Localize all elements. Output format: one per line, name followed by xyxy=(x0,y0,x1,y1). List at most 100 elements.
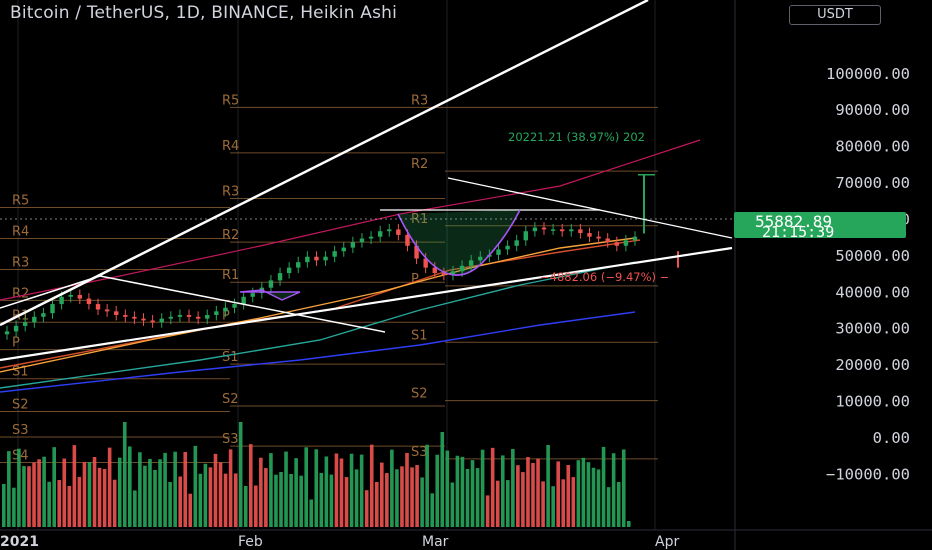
volume-bar xyxy=(128,446,132,527)
volume-bar xyxy=(339,458,344,527)
volume-bar xyxy=(112,479,117,527)
candle-body xyxy=(359,238,365,243)
candle-body xyxy=(432,267,437,274)
candle-body xyxy=(41,313,46,317)
axis-ticks: 100000.0090000.0080000.0070000.0060000.0… xyxy=(0,65,910,550)
cup-pattern xyxy=(397,209,521,276)
volume-bar xyxy=(364,490,369,527)
volume-bar xyxy=(47,481,51,527)
pivot-label: P xyxy=(222,308,230,323)
moving-average-line xyxy=(0,237,636,373)
channel-line xyxy=(0,139,701,301)
pivot-label: S1 xyxy=(411,328,428,343)
volume-bar xyxy=(415,465,419,527)
candle-body xyxy=(450,271,456,275)
trend-line xyxy=(447,177,733,239)
volume-bar xyxy=(309,499,314,527)
candle-body xyxy=(523,231,528,241)
currency-button[interactable]: USDT xyxy=(789,5,881,25)
volume-bar xyxy=(67,485,72,527)
y-tick-label: 20000.00 xyxy=(835,356,910,374)
volume-bar xyxy=(62,458,67,527)
candle-body xyxy=(514,240,519,246)
candle-body xyxy=(505,245,510,250)
volume-bar xyxy=(218,462,223,527)
candle-body xyxy=(332,251,337,257)
volume-bar xyxy=(395,469,399,527)
candle-body xyxy=(68,294,73,297)
volume-bar xyxy=(430,493,434,527)
trend-lines xyxy=(0,0,735,362)
candle-body xyxy=(150,320,155,323)
volume-bar xyxy=(314,449,319,527)
candle-body xyxy=(195,316,201,319)
candle-body xyxy=(559,229,565,232)
volume-bar xyxy=(259,457,263,527)
candle-body xyxy=(4,331,10,335)
volume-bar xyxy=(465,468,470,527)
candle-body xyxy=(377,231,383,237)
candle-body xyxy=(314,256,319,261)
candle-body xyxy=(114,311,119,315)
volume-bar xyxy=(344,477,349,527)
volume-bar xyxy=(490,447,495,527)
volume-bar xyxy=(228,449,233,527)
y-tick-label: 50000.00 xyxy=(835,247,910,265)
volume-bar xyxy=(143,465,147,527)
candle-body xyxy=(104,309,110,312)
candle-body xyxy=(387,229,392,232)
volume-bar xyxy=(158,459,162,527)
volume-bar xyxy=(495,480,500,527)
volume-bar xyxy=(626,521,631,527)
volume-bar xyxy=(188,493,193,527)
volume-bar xyxy=(440,432,445,527)
volume-bar xyxy=(22,466,26,527)
pivot-label: R3 xyxy=(12,255,29,270)
candle-body xyxy=(532,227,538,232)
y-tick-label: 100000.00 xyxy=(826,65,910,83)
candle-body xyxy=(541,227,547,230)
candle-body xyxy=(396,229,401,235)
candle-body xyxy=(277,273,283,281)
candle-body xyxy=(323,256,328,261)
volume-bar xyxy=(425,444,429,527)
volume-bar xyxy=(122,422,127,527)
candle-body xyxy=(550,229,556,231)
candle-body xyxy=(13,325,19,332)
candle-body xyxy=(596,236,601,239)
volume-bar xyxy=(153,469,157,527)
volume-bar xyxy=(591,467,596,527)
candle-body xyxy=(205,314,210,319)
volume-bar xyxy=(405,452,409,527)
volume-bar xyxy=(616,482,621,527)
volume-bar xyxy=(7,451,11,527)
moving-average-line xyxy=(0,261,636,389)
candle-body xyxy=(614,242,619,246)
candle-body xyxy=(186,314,192,317)
volume-bar xyxy=(299,475,303,527)
y-tick-label: 40000.00 xyxy=(835,283,910,301)
volume-bar xyxy=(97,467,102,527)
candle-body xyxy=(23,322,28,326)
x-tick-label: Apr xyxy=(655,534,679,550)
volume-bar xyxy=(460,456,465,527)
pivot-label: R3 xyxy=(411,93,428,108)
volume-bar xyxy=(178,476,182,527)
volume-bar xyxy=(470,460,475,527)
y-tick-label: 90000.00 xyxy=(835,101,910,119)
volume-bar xyxy=(354,469,359,527)
candle-body xyxy=(141,318,146,321)
volume-bar xyxy=(536,458,540,527)
y-tick-label: 80000.00 xyxy=(835,138,910,156)
volume-bar xyxy=(238,422,243,527)
volume-bar xyxy=(400,466,404,527)
candle-body xyxy=(423,258,428,268)
pivot-label: R4 xyxy=(222,139,239,154)
candle-body xyxy=(605,238,610,243)
candle-body xyxy=(286,267,292,274)
volume-bar xyxy=(27,466,31,527)
pivot-label: S3 xyxy=(222,432,239,447)
y-tick-label: 70000.00 xyxy=(835,174,910,192)
